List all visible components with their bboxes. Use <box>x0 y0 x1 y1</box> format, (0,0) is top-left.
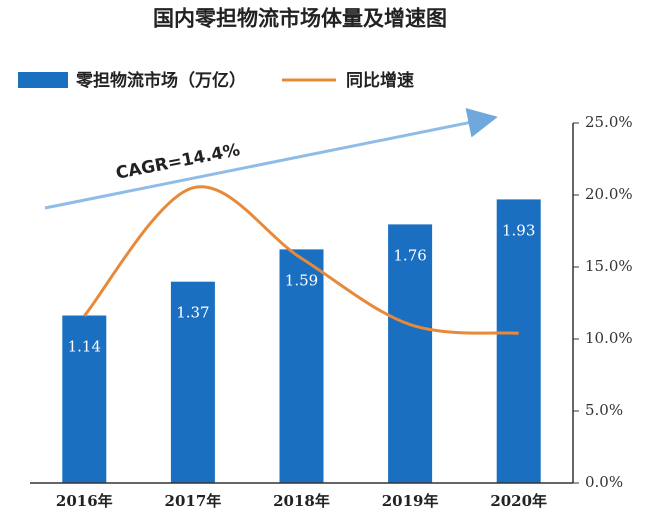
legend-swatch <box>18 72 68 88</box>
bar-value-label: 1.59 <box>285 271 318 289</box>
cagr-arrow <box>44 108 498 210</box>
x-tick-label: 2020年 <box>490 492 547 510</box>
bar <box>279 249 324 483</box>
y2-tick-label: 5.0% <box>585 401 623 419</box>
y2-tick-label: 10.0% <box>585 329 633 347</box>
x-tick-label: 2019年 <box>382 492 439 510</box>
y2-tick-label: 25.0% <box>585 113 633 131</box>
x-tick-label: 2016年 <box>56 492 113 510</box>
bar <box>496 199 541 484</box>
x-tick-label: 2018年 <box>273 492 330 510</box>
bar <box>62 315 107 483</box>
legend-label: 同比增速 <box>346 70 414 91</box>
x-tick-label: 2017年 <box>165 492 222 510</box>
bar <box>170 281 215 483</box>
bar-value-label: 1.37 <box>176 304 209 322</box>
y2-tick-label: 15.0% <box>585 257 633 275</box>
y2-tick-label: 0.0% <box>585 473 623 491</box>
bar <box>388 224 433 483</box>
growth-line <box>83 185 519 335</box>
bar-value-label: 1.14 <box>68 337 101 355</box>
cagr-label: CAGR=14.4% <box>114 140 241 184</box>
y2-tick-label: 20.0% <box>585 185 633 203</box>
legend-label: 零担物流市场（万亿） <box>75 70 246 91</box>
chart-title: 国内零担物流市场体量及增速图 <box>153 6 447 31</box>
bar-value-label: 1.76 <box>393 246 426 264</box>
bar-value-label: 1.93 <box>502 221 535 239</box>
